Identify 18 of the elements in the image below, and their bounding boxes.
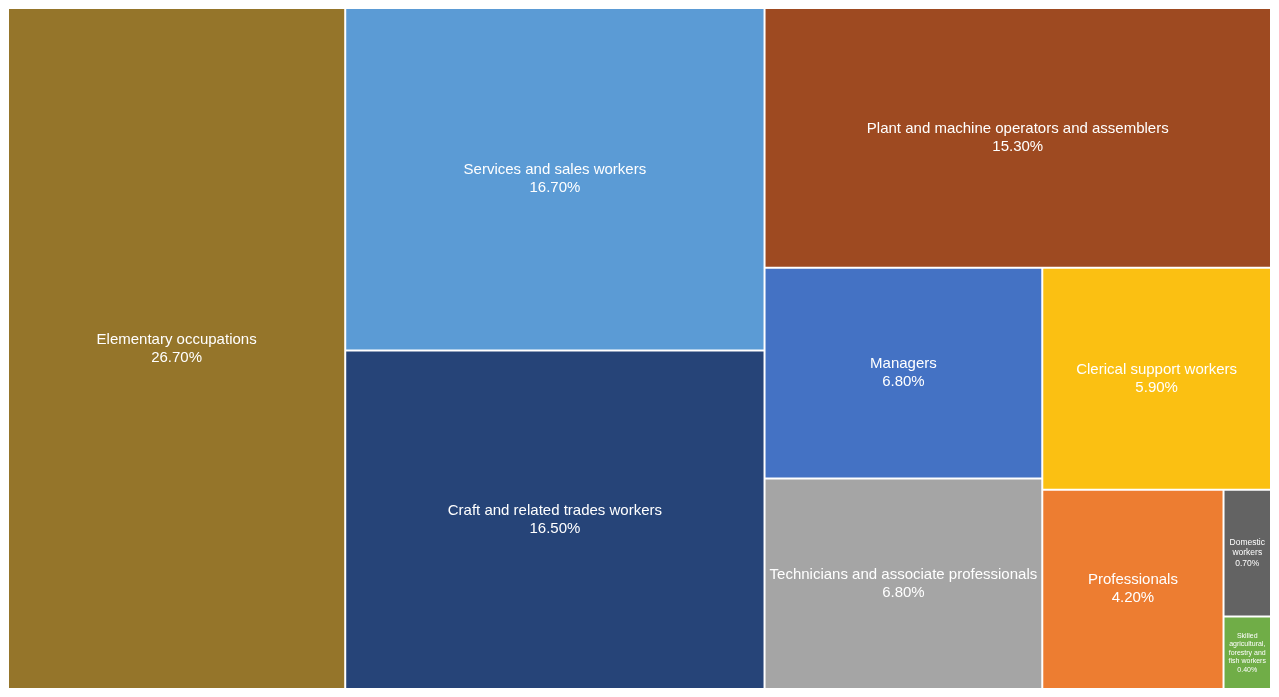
- category-label: Domestic workers: [1229, 537, 1266, 558]
- data-label: 6.80%: [882, 582, 925, 600]
- category-label: Technicians and associate professionals: [769, 564, 1038, 582]
- category-label: Plant and machine operators and assemblers: [866, 119, 1169, 137]
- data-label: 26.70%: [151, 347, 203, 365]
- data-label: 16.50%: [529, 518, 581, 536]
- data-label: 5.90%: [1135, 377, 1178, 395]
- data-label: 4.20%: [1111, 588, 1155, 606]
- category-label: Services and sales workers: [463, 160, 647, 178]
- data-label: 0.70%: [1235, 557, 1260, 568]
- category-label: Elementary occupations: [96, 329, 257, 347]
- data-label: 15.30%: [992, 137, 1044, 155]
- category-label: Managers: [870, 354, 937, 372]
- data-label: 16.70%: [529, 178, 581, 196]
- category-label: Craft and related trades workers: [447, 500, 663, 518]
- data-label: 6.80%: [882, 372, 925, 390]
- category-label: Clerical support workers: [1076, 359, 1238, 377]
- category-label: Professionals: [1087, 570, 1178, 588]
